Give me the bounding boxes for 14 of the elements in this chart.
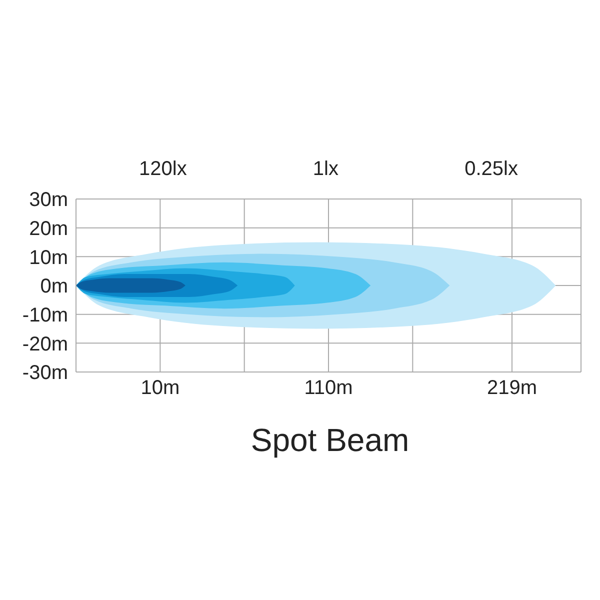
y-tick-label: 0m [40,276,68,298]
x-tick-label: 110m [304,377,353,400]
y-tick-label: 30m [29,189,68,212]
y-tick-label: -10m [22,304,68,326]
y-tick-label: -30m [22,362,68,384]
text: 1lx [312,158,338,182]
text: Spot Beam [250,422,410,459]
text: 120lx [139,158,187,182]
y-tick-label: 10m [29,246,68,269]
y-tick-label: 20m [29,218,68,240]
text: 0.25lx [464,158,518,182]
y-tick-label: -20m [22,333,68,356]
x-tick-label: 219m [486,377,537,400]
x-tick-label: 10m [140,377,180,400]
